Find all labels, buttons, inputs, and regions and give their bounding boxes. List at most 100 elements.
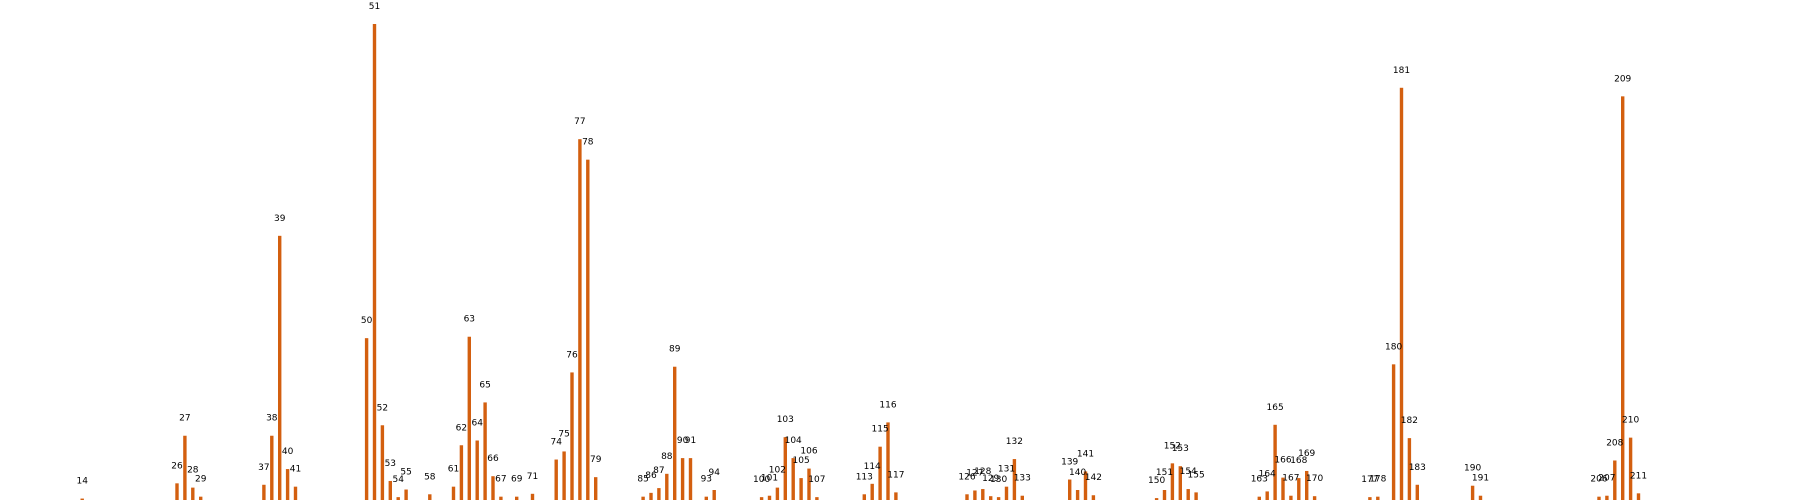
bar-data-label: 114 <box>864 462 881 472</box>
bar <box>467 336 471 500</box>
bar <box>1154 498 1159 500</box>
bar <box>1091 495 1096 500</box>
bar <box>1613 460 1617 500</box>
bar <box>665 473 669 500</box>
bar <box>285 469 290 500</box>
bar <box>1478 495 1483 500</box>
bar <box>1273 424 1277 500</box>
bar <box>554 459 558 500</box>
bar <box>562 451 566 500</box>
bar-data-label: 50 <box>361 316 373 326</box>
bars-layer <box>80 24 1641 500</box>
bar-data-label: 86 <box>645 471 657 481</box>
bar <box>775 487 780 500</box>
bar-data-label: 151 <box>1156 468 1173 478</box>
bar <box>499 496 503 500</box>
bar <box>380 425 385 500</box>
bar <box>428 494 432 500</box>
bar <box>1194 492 1198 500</box>
bar <box>404 489 408 500</box>
bar-data-label: 181 <box>1393 66 1410 76</box>
bar-data-label: 14 <box>76 477 88 487</box>
bar <box>989 496 993 500</box>
bar-data-label: 28 <box>187 466 199 476</box>
bar-data-label: 153 <box>1172 444 1189 454</box>
bar-data-label: 107 <box>808 475 825 485</box>
bar <box>483 402 487 500</box>
bar <box>680 458 685 500</box>
bar-data-label: 90 <box>677 436 689 446</box>
bar <box>1020 495 1024 500</box>
bar-data-label: 166 <box>1274 456 1291 466</box>
bar-data-label: 207 <box>1598 474 1615 484</box>
bar <box>1621 96 1625 500</box>
bar-data-label: 210 <box>1622 416 1639 426</box>
bar <box>388 480 392 500</box>
bar-data-label: 87 <box>653 466 664 476</box>
bar-data-label: 37 <box>258 463 269 473</box>
bar-data-label: 154 <box>1180 467 1197 477</box>
bar <box>183 435 187 500</box>
bar-data-label: 191 <box>1472 474 1489 484</box>
bar-data-label: 79 <box>590 455 602 465</box>
bar <box>807 468 811 500</box>
bar <box>1636 493 1641 500</box>
bar-data-label: 164 <box>1259 469 1276 479</box>
bar-data-label: 91 <box>685 436 696 446</box>
bar <box>791 458 795 500</box>
bar <box>578 139 582 500</box>
bar-data-label: 128 <box>974 467 991 477</box>
bar-data-label: 190 <box>1464 464 1481 474</box>
bar <box>641 496 645 500</box>
bar <box>1004 486 1009 500</box>
bar <box>965 494 969 500</box>
bar <box>1470 485 1475 500</box>
bar <box>759 497 764 500</box>
bar-data-label: 63 <box>464 315 475 325</box>
bar-data-label: 65 <box>479 380 490 390</box>
bar-data-label: 169 <box>1298 449 1315 459</box>
bar <box>1289 495 1293 500</box>
bar-data-label: 183 <box>1409 463 1426 473</box>
bar-data-label: 61 <box>448 465 459 475</box>
bar-data-label: 209 <box>1614 74 1631 84</box>
bar-data-label: 163 <box>1251 475 1268 485</box>
bar <box>1415 484 1419 500</box>
bar-data-label: 93 <box>701 475 712 485</box>
bar <box>1628 437 1633 500</box>
bar <box>570 372 574 500</box>
bar <box>704 496 708 500</box>
bar-data-label: 29 <box>195 475 207 485</box>
bar-data-label: 52 <box>377 403 388 413</box>
bar <box>475 440 479 500</box>
bar-data-label: 85 <box>637 475 648 485</box>
bar-data-label: 71 <box>527 472 538 482</box>
bar-data-label: 155 <box>1188 470 1205 480</box>
bar <box>894 492 898 500</box>
bar-data-label: 208 <box>1606 438 1623 448</box>
bar-data-label: 26 <box>171 461 183 471</box>
bar <box>1597 496 1601 500</box>
bar-data-label: 58 <box>424 472 436 482</box>
bar-data-label: 141 <box>1077 449 1094 459</box>
bar <box>815 497 819 500</box>
bar-data-label: 211 <box>1630 471 1647 481</box>
bar <box>293 486 298 500</box>
bar <box>1297 478 1301 500</box>
bar-data-label: 94 <box>708 468 720 478</box>
bar-data-label: 152 <box>1164 441 1181 451</box>
bar-data-label: 55 <box>400 468 411 478</box>
bar <box>1170 463 1175 500</box>
bar <box>783 437 787 500</box>
bar <box>199 496 203 500</box>
bar-data-label: 131 <box>998 465 1015 475</box>
bar-data-label: 104 <box>785 436 802 446</box>
bar <box>712 490 716 500</box>
bar-data-label: 78 <box>582 138 594 148</box>
bar <box>1391 364 1396 500</box>
bar-data-label: 127 <box>966 468 983 478</box>
bar <box>878 446 882 500</box>
bar <box>1305 470 1309 500</box>
bar-data-label: 64 <box>471 419 483 429</box>
